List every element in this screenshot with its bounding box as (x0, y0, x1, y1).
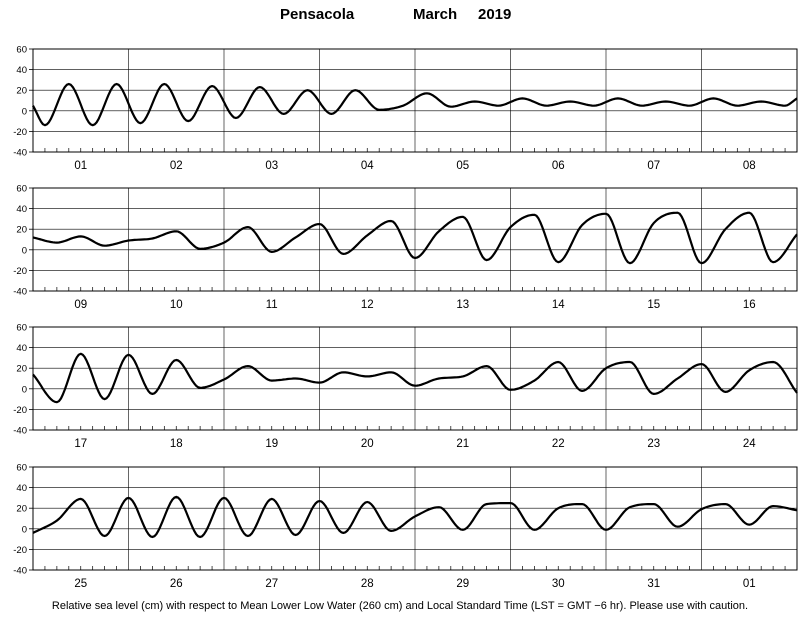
title-location: Pensacola (280, 6, 355, 23)
day-label: 08 (743, 160, 756, 172)
y-tick-label: 60 (16, 323, 27, 334)
day-label: 03 (265, 160, 278, 172)
day-label: 22 (552, 438, 565, 450)
day-label: 18 (170, 438, 183, 450)
day-label: 12 (361, 299, 374, 311)
y-tick-label: -40 (13, 287, 27, 298)
day-label: 27 (265, 578, 278, 590)
day-label: 01 (74, 160, 87, 172)
y-tick-label: 40 (16, 483, 27, 494)
y-tick-label: -40 (13, 426, 27, 437)
day-label: 29 (456, 578, 469, 590)
day-label: 14 (552, 299, 565, 311)
y-tick-label: 60 (16, 184, 27, 195)
day-label: 15 (647, 299, 660, 311)
y-tick-label: 60 (16, 45, 27, 56)
day-label: 17 (74, 438, 87, 450)
y-tick-label: 0 (22, 524, 27, 535)
tide-line (32, 352, 798, 404)
day-label: 01 (743, 578, 756, 590)
y-tick-label: -20 (13, 545, 27, 556)
day-label: 23 (647, 438, 660, 450)
y-tick-label: 20 (16, 225, 27, 236)
day-label: 19 (265, 438, 278, 450)
tide-line (32, 82, 798, 127)
day-label: 13 (456, 299, 469, 311)
day-label: 16 (743, 299, 756, 311)
y-tick-label: 40 (16, 343, 27, 354)
day-label: 06 (552, 160, 565, 172)
day-label: 07 (647, 160, 660, 172)
y-tick-label: -20 (13, 127, 27, 138)
y-tick-label: -40 (13, 566, 27, 577)
y-tick-label: -20 (13, 405, 27, 416)
day-label: 05 (456, 160, 469, 172)
title-month: March (413, 6, 458, 23)
y-tick-label: -20 (13, 266, 27, 277)
y-tick-label: 20 (16, 504, 27, 515)
day-label: 11 (266, 299, 278, 311)
tide-chart: -40 -20 0 20 40 60 01 02 03 04 05 06 07 08 -40 -20 0 20 40… (13, 45, 798, 590)
day-label: 31 (647, 578, 660, 590)
day-label: 02 (170, 160, 183, 172)
y-tick-label: 40 (16, 65, 27, 76)
day-label: 20 (361, 438, 374, 450)
day-label: 24 (743, 438, 756, 450)
y-tick-label: 20 (16, 364, 27, 375)
day-label: 04 (361, 160, 374, 172)
title-year: 2019 (478, 6, 512, 23)
y-tick-label: 20 (16, 86, 27, 97)
day-label: 26 (170, 578, 183, 590)
tide-line (32, 211, 798, 265)
y-tick-label: 0 (22, 384, 27, 395)
day-label: 09 (74, 299, 87, 311)
day-label: 25 (74, 578, 87, 590)
day-label: 21 (456, 438, 469, 450)
y-tick-label: 0 (22, 106, 27, 117)
tide-line (32, 495, 798, 539)
chart-footnote: Relative sea level (cm) with respect to … (51, 600, 749, 612)
y-tick-label: 40 (16, 204, 27, 215)
y-tick-label: -40 (13, 148, 27, 159)
day-label: 30 (552, 578, 565, 590)
day-label: 28 (361, 578, 374, 590)
chart-title: Pensacola March 2019 (0, 4, 800, 24)
day-label: 10 (170, 299, 183, 311)
y-tick-label: 0 (22, 245, 27, 256)
y-tick-label: 60 (16, 463, 27, 474)
